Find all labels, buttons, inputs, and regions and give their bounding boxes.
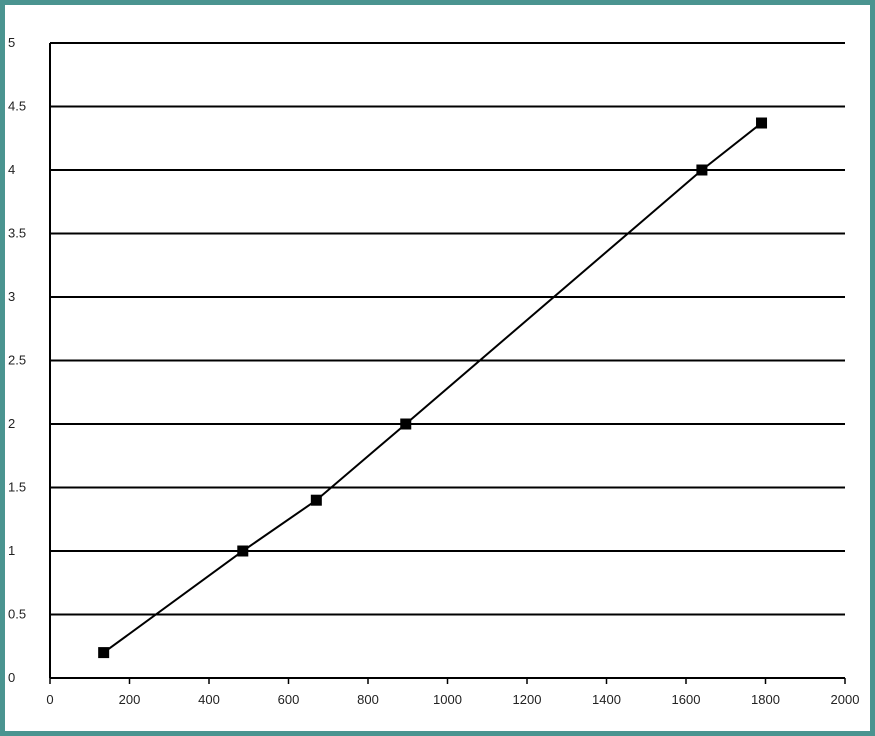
x-tick-label-6: 1200: [513, 692, 542, 707]
y-tick-label-9: 4.5: [8, 99, 26, 114]
data-point-marker-5: [756, 117, 768, 129]
y-tick-label-1: 0.5: [8, 607, 26, 622]
y-tick-label-7: 3.5: [8, 226, 26, 241]
x-tick-label-0: 0: [46, 692, 53, 707]
data-point-marker-1: [237, 545, 249, 557]
data-point-marker-3: [400, 418, 412, 430]
x-tick-label-10: 2000: [831, 692, 860, 707]
series-0-line: [103, 122, 763, 654]
x-tick-label-9: 1800: [751, 692, 780, 707]
x-tick-label-2: 400: [198, 692, 220, 707]
data-point-marker-0: [98, 647, 110, 659]
data-point-marker-4: [696, 164, 708, 176]
data-point-marker-2: [310, 494, 322, 506]
y-tick-label-10: 5: [8, 35, 15, 50]
y-tick-label-0: 0: [8, 670, 15, 685]
y-tick-label-5: 2.5: [8, 353, 26, 368]
x-tick-label-5: 1000: [433, 692, 462, 707]
y-tick-label-2: 1: [8, 543, 15, 558]
x-tick-label-3: 600: [278, 692, 300, 707]
y-tick-label-4: 2: [8, 416, 15, 431]
y-tick-label-8: 4: [8, 162, 15, 177]
x-tick-label-7: 1400: [592, 692, 621, 707]
x-tick-label-1: 200: [119, 692, 141, 707]
x-tick-label-8: 1600: [672, 692, 701, 707]
y-tick-label-6: 3: [8, 289, 15, 304]
x-tick-label-4: 800: [357, 692, 379, 707]
y-tick-label-3: 1.5: [8, 480, 26, 495]
